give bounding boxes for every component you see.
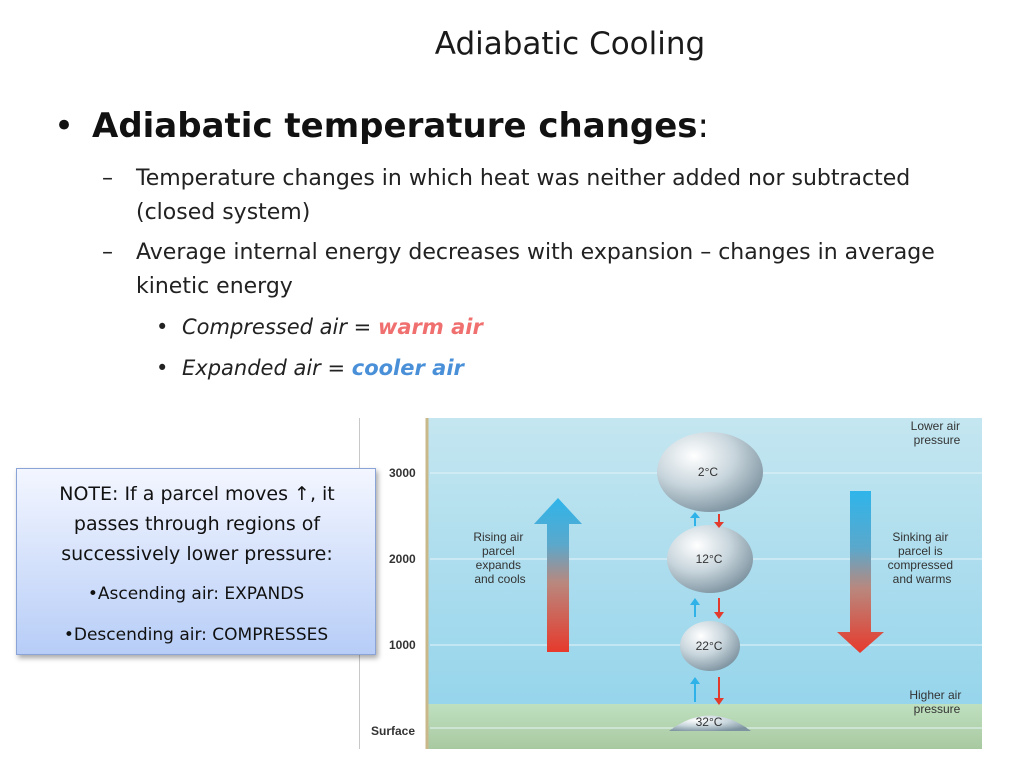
- parcel-temp-12c: 12°C: [696, 552, 723, 566]
- parcel-32c: [669, 715, 751, 731]
- note-main-text: NOTE: If a parcel moves ↑, it passes thr…: [59, 483, 335, 565]
- parcel-2c: [657, 432, 763, 512]
- note-ascending-line: •Ascending air: EXPANDS: [87, 584, 305, 604]
- bullet-dot: •: [54, 106, 75, 146]
- dash-marker: –: [102, 166, 113, 191]
- sinking-air-arrow: [837, 491, 884, 653]
- dash-marker: –: [102, 240, 113, 265]
- parcel-temp-22c: 22°C: [696, 639, 723, 653]
- altitude-label-1000: 1000: [389, 638, 416, 652]
- cooler-air-highlight: cooler air: [351, 356, 464, 380]
- top-right-label: Lower air pressure: [911, 419, 964, 447]
- bullet-dot: •: [156, 356, 169, 380]
- parcel-temp-2c: 2°C: [698, 465, 718, 479]
- parcel-temp-32c: 32°C: [696, 715, 723, 729]
- sub-bullet-1-text: Temperature changes in which heat was ne…: [136, 166, 911, 225]
- right-label: Sinking air parcel is compressed and war…: [888, 530, 957, 586]
- note-box: NOTE: If a parcel moves ↑, it passes thr…: [16, 468, 376, 655]
- altitude-label-3000: 3000: [389, 466, 416, 480]
- bullet-colon: :: [697, 106, 710, 146]
- parcel-12c: [667, 525, 753, 593]
- sub-bullet-2-text: Average internal energy decreases with e…: [136, 240, 935, 299]
- bullet-dot: •: [156, 315, 169, 339]
- parcel-22c: [680, 621, 740, 671]
- left-label: Rising air parcel expands and cools: [473, 530, 526, 586]
- compressed-prefix: Compressed air =: [182, 315, 378, 339]
- bullet-heading: Adiabatic temperature changes: [92, 106, 698, 146]
- expanded-prefix: Expanded air =: [182, 356, 352, 380]
- warm-air-highlight: warm air: [377, 315, 483, 339]
- altitude-label-surface: Surface: [371, 724, 415, 738]
- bottom-right-label: Higher air pressure: [909, 688, 964, 716]
- adiabatic-parcel-figure: 3000 2000 1000 Surface 2°C 12°C 22°C 32°…: [359, 418, 982, 749]
- note-descending-line: •Descending air: COMPRESSES: [63, 625, 329, 645]
- slide-title: Adiabatic Cooling: [434, 26, 706, 62]
- rising-air-arrow: [534, 498, 582, 652]
- altitude-label-2000: 2000: [389, 552, 416, 566]
